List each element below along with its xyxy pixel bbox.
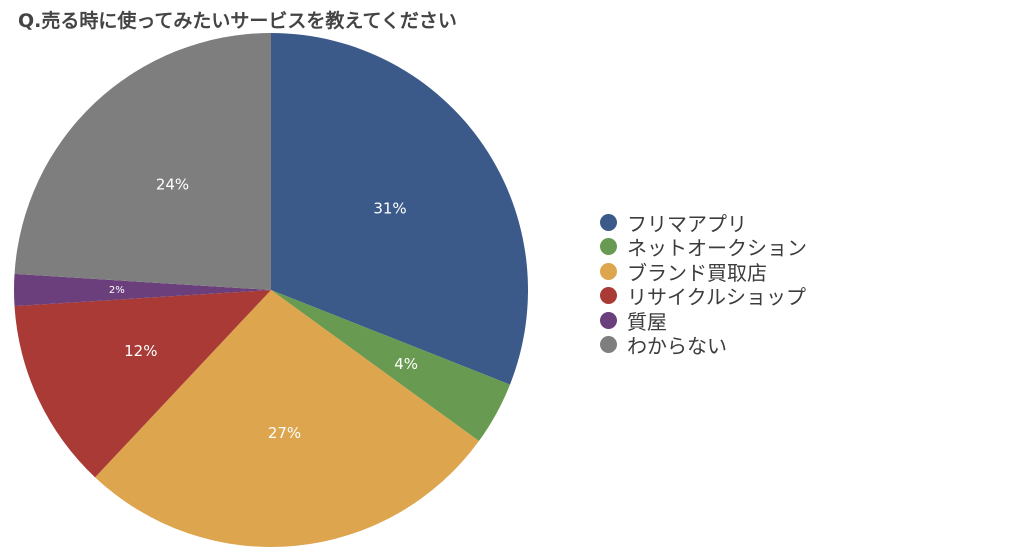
legend-label: ブランド買取店 <box>627 260 767 285</box>
pie-chart: 31% 4% 27% 12% 2% 24% <box>14 32 528 547</box>
legend-swatch <box>600 336 617 354</box>
legend-item: ネットオークション <box>600 235 807 260</box>
legend-swatch <box>600 262 617 280</box>
legend-label: 質屋 <box>627 309 667 334</box>
legend-item: リサイクルショップ <box>600 284 807 309</box>
legend-item: フリマアプリ <box>600 210 807 236</box>
legend-item: わからない <box>600 333 807 358</box>
pie-slice <box>14 32 271 290</box>
pie-slice <box>95 290 479 547</box>
legend: フリマアプリ ネットオークション ブランド買取店 リサイクルショップ 質屋 わからない <box>600 210 807 358</box>
legend-item: 質屋 <box>600 308 807 334</box>
pie-slice <box>271 290 510 442</box>
pie-slice <box>271 33 528 385</box>
chart-title: Q.売る時に使ってみたいサービスを教えてください <box>18 10 457 32</box>
slice-value-label: 4% <box>394 355 418 373</box>
legend-swatch <box>600 213 617 231</box>
legend-label: わからない <box>627 334 727 359</box>
slice-value-label: 27% <box>268 424 301 442</box>
slice-value-label: 12% <box>124 342 157 360</box>
legend-swatch <box>600 287 617 305</box>
slice-value-label: 24% <box>156 176 189 194</box>
pie-slice <box>14 273 272 307</box>
legend-label: フリマアプリ <box>627 211 747 236</box>
legend-swatch <box>600 238 617 256</box>
pie-slice <box>14 290 271 478</box>
slice-value-label: 31% <box>373 200 406 218</box>
legend-label: ネットオークション <box>627 236 807 261</box>
slice-value-label: 2% <box>109 285 125 296</box>
legend-item: ブランド買取店 <box>600 259 807 285</box>
legend-label: リサイクルショップ <box>627 285 806 310</box>
legend-swatch <box>600 311 617 329</box>
